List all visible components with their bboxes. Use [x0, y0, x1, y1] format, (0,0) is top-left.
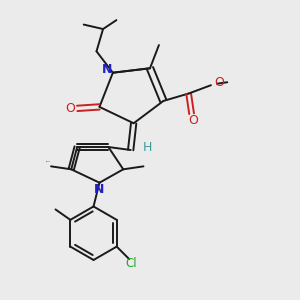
Text: methyl: methyl [46, 160, 50, 162]
Text: N: N [102, 63, 113, 76]
Text: N: N [94, 183, 105, 196]
Text: O: O [188, 114, 198, 127]
Text: H: H [143, 141, 153, 154]
Text: O: O [214, 76, 224, 89]
Text: O: O [66, 102, 76, 115]
Text: Cl: Cl [126, 257, 137, 270]
